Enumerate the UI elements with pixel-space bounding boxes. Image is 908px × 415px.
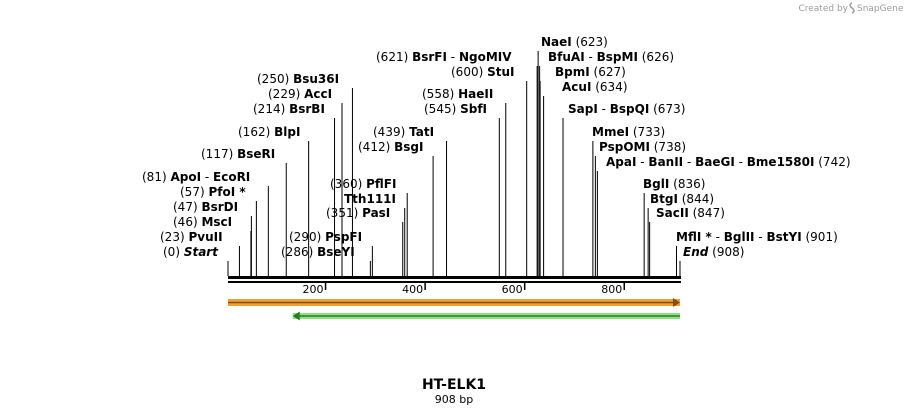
cut-site-bsgi[interactable]: (412) BsgI	[358, 140, 423, 154]
dna-backbone-bottom	[228, 281, 681, 283]
cut-site-bpmi[interactable]: BpmI (627)	[555, 65, 626, 79]
cut-site-bseyi[interactable]: (286) BseYI	[281, 245, 355, 259]
ruler-label-400: 400	[402, 283, 423, 296]
reverse-arrow-icon	[292, 311, 300, 321]
cut-site-mmei[interactable]: MmeI (733)	[592, 125, 665, 139]
cut-site-sapi[interactable]: SapI - BspQI (673)	[568, 102, 685, 116]
cut-site-lines	[227, 51, 681, 276]
cut-site-naei[interactable]: NaeI (623)	[541, 35, 608, 49]
forward-arrow-icon	[673, 298, 680, 307]
cut-site-stui[interactable]: (600) StuI	[451, 65, 514, 79]
cut-site-pvuii[interactable]: (23) PvuII	[160, 230, 223, 244]
cut-site-sacii[interactable]: SacII (847)	[656, 206, 725, 220]
snapgene-logo-icon	[849, 2, 855, 14]
cut-site-msci[interactable]: (46) MscI	[173, 215, 232, 229]
cut-site-sbfi[interactable]: (545) SbfI	[424, 102, 487, 116]
cut-site-pfoi[interactable]: (57) PfoI *	[180, 185, 246, 199]
cut-site-acci[interactable]: (229) AccI	[268, 87, 332, 101]
cut-site-bsrdi[interactable]: (47) BsrDI	[173, 200, 238, 214]
ruler-label-600: 600	[502, 283, 523, 296]
construct-name: HT-ELK1	[422, 377, 486, 393]
start-marker[interactable]: (0) Start	[163, 245, 219, 259]
construct-length: 908 bp	[435, 393, 473, 406]
cut-site-acui[interactable]: AcuI (634)	[562, 80, 628, 94]
cut-site-apoi[interactable]: (81) ApoI - EcoRI	[142, 170, 250, 184]
cut-site-pspfi[interactable]: (290) PspFI	[289, 230, 362, 244]
cut-site-bfuai[interactable]: BfuAI - BspMI (626)	[548, 50, 674, 64]
cut-site-btgi[interactable]: BtgI (844)	[650, 192, 714, 206]
cut-site-pspomi[interactable]: PspOMI (738)	[599, 140, 686, 154]
dna-backbone-top	[228, 276, 681, 279]
ruler: 200 400 600 800	[303, 283, 625, 296]
cut-site-pasi[interactable]: (351) PasI	[326, 206, 390, 220]
cut-site-haeii[interactable]: (558) HaeII	[422, 87, 493, 101]
end-marker[interactable]: End (908)	[683, 245, 744, 259]
cut-site-labels: (0) Start(23) PvuII(46) MscI(47) BsrDI(5…	[142, 35, 851, 259]
cut-site-bsu36i[interactable]: (250) Bsu36I	[257, 72, 339, 86]
cut-site-pflfi[interactable]: (360) PflFI	[330, 177, 396, 191]
cut-site-tati[interactable]: (439) TatI	[373, 125, 434, 139]
cut-site-bsrfi[interactable]: (621) BsrFI - NgoMIV	[376, 50, 512, 64]
cut-site-blpi[interactable]: (162) BlpI	[238, 125, 300, 139]
ruler-label-800: 800	[601, 283, 622, 296]
created-by-text: Created by	[798, 4, 848, 14]
cut-site-mfli[interactable]: MflI * - BglII - BstYI (901)	[676, 230, 838, 244]
cut-site-bgli[interactable]: BglI (836)	[643, 177, 705, 191]
ruler-label-200: 200	[303, 283, 324, 296]
cut-site-bsrbi[interactable]: (214) BsrBI	[253, 102, 325, 116]
cut-site-tth111i[interactable]: Tth111I	[344, 192, 396, 206]
cut-site-apai[interactable]: ApaI - BanII - BaeGI - Bme1580I (742)	[606, 155, 851, 169]
snapgene-brand: SnapGene	[857, 4, 904, 14]
features	[228, 298, 680, 321]
cut-site-bseri[interactable]: (117) BseRI	[201, 147, 275, 161]
